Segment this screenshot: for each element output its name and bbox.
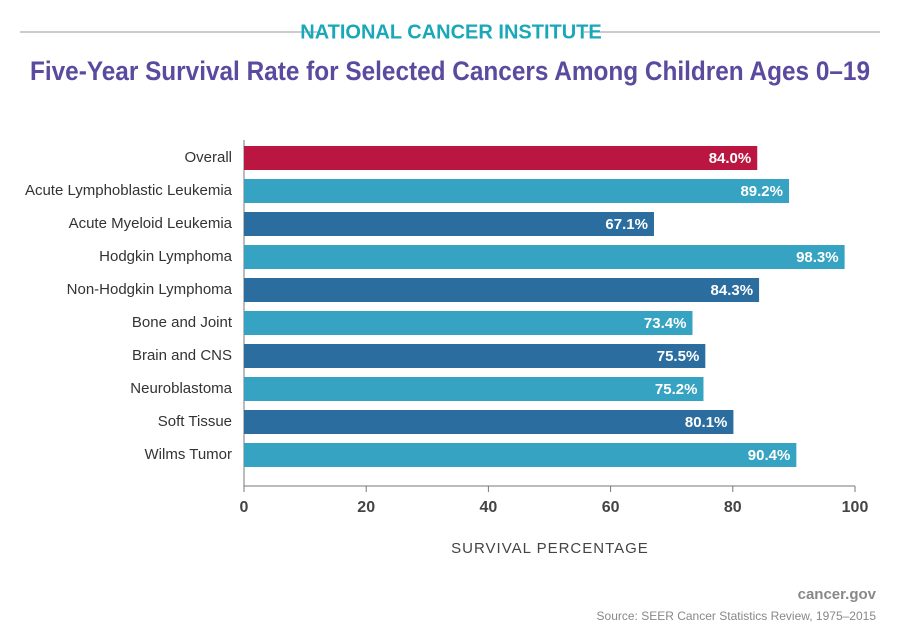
x-tick-label: 100 bbox=[842, 499, 869, 516]
x-tick-label: 40 bbox=[480, 499, 498, 516]
y-tick-label: Wilms Tumor bbox=[145, 446, 233, 463]
value-label: 73.4% bbox=[644, 315, 687, 332]
source: Source: SEER Cancer Statistics Review, 1… bbox=[597, 609, 877, 623]
y-tick-label: Overall bbox=[184, 149, 232, 166]
value-label: 80.1% bbox=[685, 414, 728, 431]
value-label: 98.3% bbox=[796, 249, 839, 266]
value-label: 84.0% bbox=[709, 150, 752, 167]
bar bbox=[244, 278, 760, 302]
y-tick-label: Bone and Joint bbox=[132, 314, 233, 331]
x-tick-label: 20 bbox=[357, 499, 375, 516]
chart-title: Five-Year Survival Rate for Selected Can… bbox=[30, 56, 870, 86]
y-tick-label: Acute Lymphoblastic Leukemia bbox=[25, 182, 233, 199]
bar bbox=[244, 245, 845, 269]
bar bbox=[244, 212, 654, 236]
value-label: 75.2% bbox=[655, 381, 698, 398]
x-tick-label: 80 bbox=[724, 499, 742, 516]
value-label: 90.4% bbox=[748, 447, 791, 464]
value-label: 89.2% bbox=[740, 183, 783, 200]
site: cancer.gov bbox=[798, 586, 877, 603]
value-label: 84.3% bbox=[711, 282, 754, 299]
bar bbox=[244, 377, 704, 401]
x-axis-label: SURVIVAL PERCENTAGE bbox=[451, 540, 649, 557]
value-label: 67.1% bbox=[605, 216, 648, 233]
bar bbox=[244, 179, 790, 203]
bar bbox=[244, 146, 758, 170]
bar bbox=[244, 311, 693, 335]
bar bbox=[244, 410, 734, 434]
x-tick-label: 0 bbox=[240, 499, 249, 516]
supertitle: NATIONAL CANCER INSTITUTE bbox=[300, 21, 601, 43]
value-label: 75.5% bbox=[657, 348, 700, 365]
x-tick-label: 60 bbox=[602, 499, 620, 516]
y-tick-label: Soft Tissue bbox=[158, 413, 232, 430]
y-tick-label: Acute Myeloid Leukemia bbox=[69, 215, 233, 232]
y-tick-label: Non-Hodgkin Lymphoma bbox=[67, 281, 233, 298]
y-tick-label: Hodgkin Lymphoma bbox=[99, 248, 233, 265]
bar bbox=[244, 344, 706, 368]
y-tick-label: Neuroblastoma bbox=[130, 380, 232, 397]
bar bbox=[244, 443, 797, 467]
y-tick-label: Brain and CNS bbox=[132, 347, 232, 364]
